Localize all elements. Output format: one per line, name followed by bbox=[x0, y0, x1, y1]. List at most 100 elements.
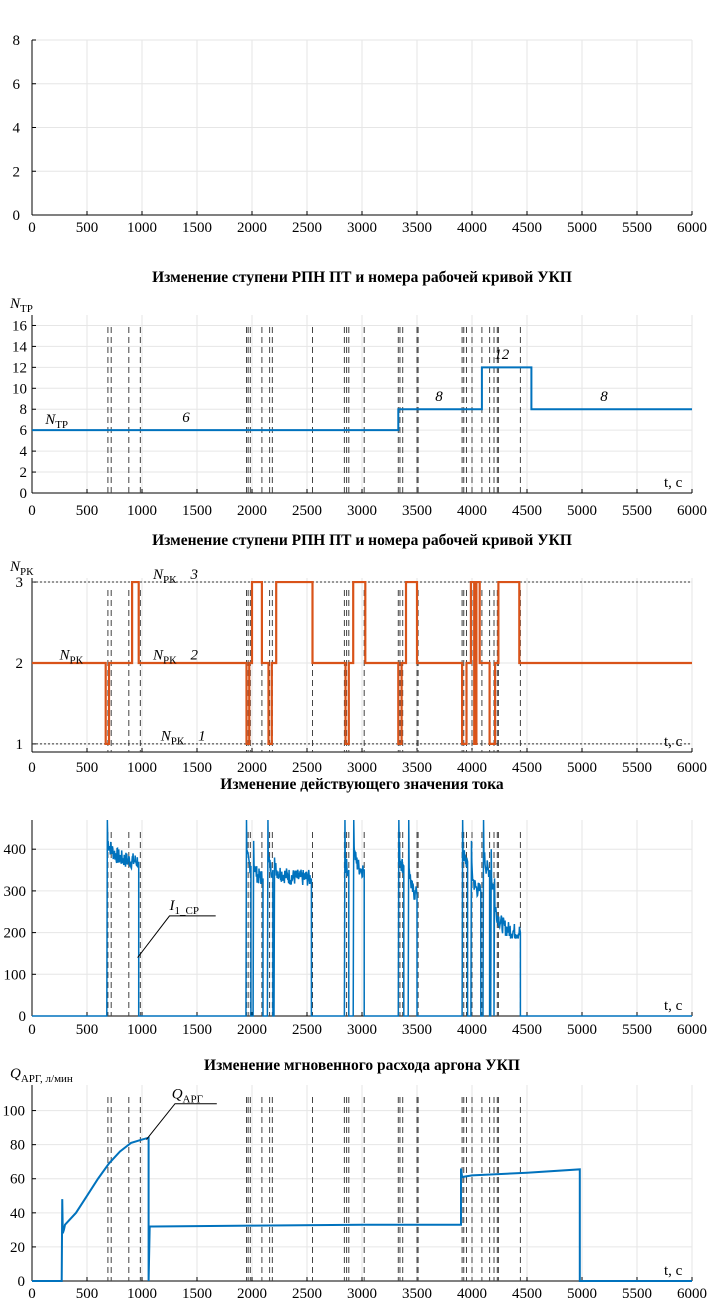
level-label: NРК 2 bbox=[152, 648, 198, 667]
x-tick-label: 500 bbox=[76, 1022, 99, 1038]
x-tick-label: 500 bbox=[76, 1286, 99, 1299]
y-tick-label: 100 bbox=[4, 967, 27, 983]
y-tick-label: 8 bbox=[13, 33, 21, 49]
y-tick-label: 2 bbox=[20, 465, 28, 481]
y-tick-label: 16 bbox=[12, 318, 28, 334]
value-annotation: 8 bbox=[435, 389, 443, 405]
y-tick-label: 2 bbox=[16, 656, 24, 672]
x-tick-label: 2000 bbox=[237, 760, 267, 776]
x-tick-label: 5500 bbox=[622, 220, 652, 236]
x-tick-label: 4500 bbox=[512, 503, 542, 519]
x-tick-label: 1000 bbox=[127, 1286, 157, 1299]
chart-title: Изменение ступени РПН ПТ и номера рабоче… bbox=[152, 532, 572, 549]
x-tick-label: 3500 bbox=[402, 760, 432, 776]
x-tick-label: 4500 bbox=[512, 1022, 542, 1038]
x-tick-label: 0 bbox=[28, 1286, 36, 1299]
x-tick-label: 3000 bbox=[347, 1022, 377, 1038]
y-axis-label: NТР bbox=[9, 296, 33, 315]
y-tick-label: 14 bbox=[12, 339, 28, 355]
y-tick-label: 60 bbox=[10, 1172, 25, 1188]
x-tick-label: 0 bbox=[28, 1022, 36, 1038]
chart-title: Изменение действующего значения тока bbox=[220, 776, 504, 793]
series-line bbox=[32, 580, 692, 746]
x-tick-label: 1000 bbox=[127, 1022, 157, 1038]
series-line bbox=[32, 819, 692, 1017]
y-tick-label: 10 bbox=[12, 381, 27, 397]
series-label: QАРГ bbox=[172, 1087, 203, 1106]
x-tick-label: 2500 bbox=[292, 760, 322, 776]
value-annotation: 8 bbox=[600, 389, 608, 405]
y-tick-label: 200 bbox=[4, 926, 27, 942]
y-tick-label: 20 bbox=[10, 1240, 25, 1256]
y-tick-label: 4 bbox=[20, 444, 28, 460]
chart-panel-p1: 0 500 1000 1500 2000 2500 3000 3500 4000 4500 5000… bbox=[9, 269, 707, 519]
x-tick-label: 2000 bbox=[237, 1286, 267, 1299]
x-tick-label: 3500 bbox=[402, 1022, 432, 1038]
y-tick-label: 100 bbox=[3, 1104, 26, 1120]
chart-panel-p3: 0 500 1000 1500 2000 2500 3000 3500 4000 4500 5000… bbox=[4, 776, 708, 1038]
x-tick-label: 0 bbox=[28, 220, 36, 236]
series-line bbox=[32, 366, 692, 432]
x-tick-label: 500 bbox=[76, 503, 99, 519]
x-tick-label: 0 bbox=[28, 760, 36, 776]
x-tick-label: 6000 bbox=[677, 1022, 707, 1038]
x-tick-label: 5500 bbox=[622, 760, 652, 776]
y-tick-label: 12 bbox=[12, 360, 27, 376]
x-axis-label: t, c bbox=[664, 734, 683, 750]
series-leader-line bbox=[137, 915, 216, 958]
x-tick-label: 5500 bbox=[622, 503, 652, 519]
x-tick-label: 6000 bbox=[677, 760, 707, 776]
series-line bbox=[32, 1136, 692, 1282]
y-tick-label: 6 bbox=[13, 77, 21, 93]
x-tick-label: 3500 bbox=[402, 220, 432, 236]
y-tick-label: 8 bbox=[20, 402, 28, 418]
x-tick-label: 4000 bbox=[457, 503, 487, 519]
x-tick-label: 3000 bbox=[347, 503, 377, 519]
level-label: NРК bbox=[59, 648, 84, 667]
x-tick-label: 6000 bbox=[677, 1286, 707, 1299]
y-tick-label: 6 bbox=[20, 423, 28, 439]
x-axis-label: t, c bbox=[664, 998, 683, 1014]
x-tick-label: 4500 bbox=[512, 760, 542, 776]
chart-title: Изменение мгновенного расхода аргона УКП bbox=[204, 1057, 520, 1074]
x-tick-label: 2500 bbox=[292, 1286, 322, 1299]
x-tick-label: 4500 bbox=[512, 1286, 542, 1299]
x-tick-label: 6000 bbox=[677, 220, 707, 236]
x-tick-label: 5500 bbox=[622, 1022, 652, 1038]
value-annotation: 12 bbox=[494, 347, 510, 363]
x-tick-label: 3000 bbox=[347, 1286, 377, 1299]
y-tick-label: 4 bbox=[13, 121, 21, 137]
x-tick-label: 0 bbox=[28, 503, 36, 519]
x-tick-label: 1500 bbox=[182, 1286, 212, 1299]
y-tick-label: 0 bbox=[18, 1274, 26, 1290]
x-tick-label: 2000 bbox=[237, 503, 267, 519]
chart-panel-p4: 0 500 1000 1500 2000 2500 3000 3500 4000 4500 5000… bbox=[3, 1057, 708, 1299]
x-tick-label: 500 bbox=[76, 760, 99, 776]
x-tick-label: 1500 bbox=[182, 760, 212, 776]
x-tick-label: 4000 bbox=[457, 220, 487, 236]
x-tick-label: 1000 bbox=[127, 760, 157, 776]
series-label: NТР bbox=[44, 412, 68, 431]
x-tick-label: 6000 bbox=[677, 503, 707, 519]
x-tick-label: 2000 bbox=[237, 220, 267, 236]
x-tick-label: 5000 bbox=[567, 1286, 597, 1299]
x-tick-label: 4000 bbox=[457, 1022, 487, 1038]
series-label: I1_СР bbox=[169, 898, 199, 917]
y-tick-label: 2 bbox=[13, 164, 21, 180]
x-tick-label: 5500 bbox=[622, 1286, 652, 1299]
x-tick-label: 2500 bbox=[292, 220, 322, 236]
level-label: NРК 1 bbox=[160, 729, 206, 748]
y-tick-label: 0 bbox=[20, 486, 28, 502]
level-label: NРК 3 bbox=[152, 567, 198, 586]
chart-panel-p2: 0 500 1000 1500 2000 2500 3000 3500 4000 4500 5000… bbox=[9, 532, 707, 776]
y-axis-label: QАРГ, л/мин bbox=[10, 1066, 73, 1085]
y-tick-label: 400 bbox=[4, 842, 27, 858]
x-tick-label: 3000 bbox=[347, 220, 377, 236]
x-tick-label: 500 bbox=[76, 220, 99, 236]
x-tick-label: 4000 bbox=[457, 760, 487, 776]
y-tick-label: 1 bbox=[16, 737, 24, 753]
x-tick-label: 5000 bbox=[567, 1022, 597, 1038]
x-tick-label: 2000 bbox=[237, 1022, 267, 1038]
y-axis-label: NРК bbox=[9, 559, 34, 578]
